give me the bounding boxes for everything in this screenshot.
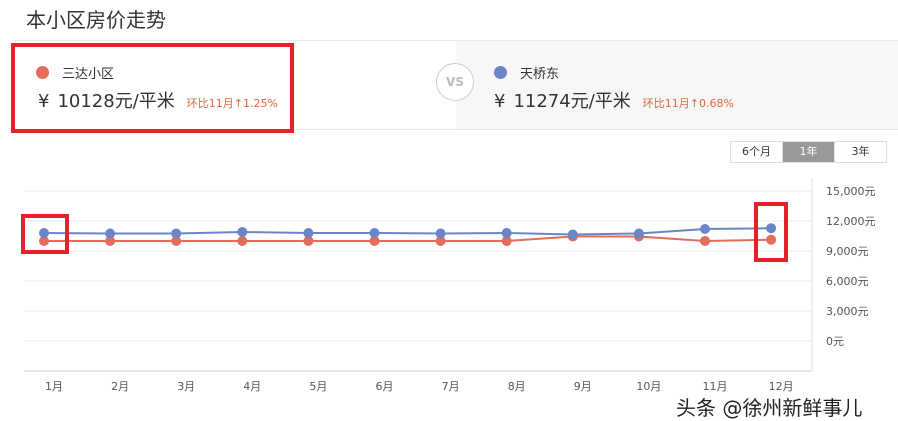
red-dot-icon [36,66,49,79]
page-title: 本小区房价走势 [26,8,166,32]
y-tick-label: 12,000元 [826,215,876,228]
currency-symbol: ¥ [38,91,50,112]
data-point [435,228,446,239]
x-tick-label: 9月 [574,380,592,393]
x-tick-label: 5月 [309,380,327,393]
community-card-left: 三达小区 ¥ 10128元/平米 环比11月↑1.25% [14,41,456,129]
x-tick-label: 4月 [243,380,261,393]
highlight-box [21,214,69,254]
data-point [39,236,49,246]
x-tick-label: 11月 [703,380,728,393]
data-point [435,236,446,246]
change-rate: 环比11月↑0.68% [642,97,734,110]
data-point [237,227,248,237]
change-rate: 环比11月↑1.25% [186,97,278,110]
x-tick-label: 8月 [508,380,526,393]
community-card-right: 天桥东 ¥ 11274元/平米 环比11月↑0.68% [456,41,898,129]
data-point [237,236,248,246]
data-point [303,236,314,246]
data-point [105,236,116,246]
currency-symbol: ¥ [494,91,506,112]
watermark: 头条 @徐州新鲜事儿 [676,396,863,420]
y-tick-label: 3,000元 [826,305,869,318]
y-tick-label: 6,000元 [826,275,869,288]
data-point [369,228,380,238]
price: 10128元/平米 [57,91,175,112]
x-tick-label: 12月 [769,380,794,393]
y-tick-label: 0元 [826,335,844,348]
y-tick-label: 9,000元 [826,245,869,258]
x-tick-label: 2月 [111,380,129,393]
x-tick-label: 10月 [636,380,661,393]
price: 11274元/平米 [513,91,631,112]
series-line [43,227,772,236]
data-point [171,228,182,239]
data-point [501,228,512,238]
data-point [369,236,380,246]
x-tick-label: 7月 [442,380,460,393]
data-point [303,228,314,238]
data-point [766,234,777,245]
price-row: ¥ 10128元/平米 环比11月↑1.25% [38,87,278,113]
x-tick-label: 1月 [45,380,63,393]
range-selector: 6个月 1年 3年 [730,141,887,163]
price-row: ¥ 11274元/平米 环比11月↑0.68% [494,87,734,113]
x-tick-label: 3月 [177,380,195,393]
data-point [39,228,49,238]
data-point [105,228,116,239]
vs-badge: VS [436,63,474,101]
data-point [766,223,777,234]
data-point [171,236,182,246]
highlight-box [754,202,788,262]
community-name: 天桥东 [520,67,560,82]
series-line [44,235,772,242]
x-tick-label: 6月 [376,380,394,393]
data-point [700,235,710,246]
data-point [501,236,512,246]
data-point [633,228,644,239]
range-6-months-button[interactable]: 6个月 [731,142,782,162]
blue-dot-icon [494,66,507,79]
data-point [567,229,578,240]
range-3-years-button[interactable]: 3年 [834,142,886,162]
highlight-box [11,43,294,133]
range-1-year-button[interactable]: 1年 [782,142,834,162]
community-name: 三达小区 [62,67,115,82]
data-point [700,224,710,235]
y-tick-label: 15,000元 [826,185,876,198]
comparison-panel: 三达小区 ¥ 10128元/平米 环比11月↑1.25% 天桥东 ¥ 11274… [14,40,898,130]
